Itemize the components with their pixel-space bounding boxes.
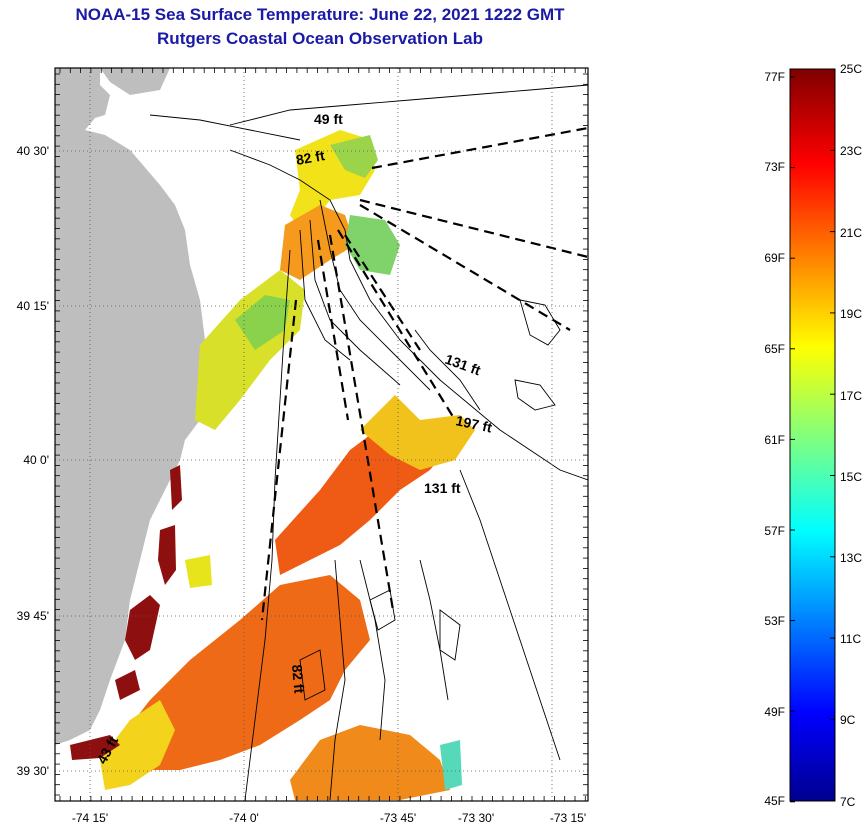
land-patch-north	[100, 68, 170, 95]
celsius-label: 19C	[840, 307, 862, 321]
sst-patch-small-yellow	[185, 555, 212, 588]
sst-patch-coastal-red-2	[158, 525, 176, 585]
lon-tick-label: -74 15'	[72, 811, 108, 825]
sst-patch-south-yellow	[100, 700, 175, 790]
lon-tick-label: -73 45'	[380, 811, 416, 825]
depth-label-82ft-north: 82 ft	[295, 147, 326, 168]
sst-patch-east-green	[345, 215, 400, 275]
lon-tick-label: -74 0'	[229, 811, 259, 825]
fahrenheit-label: 45F	[764, 794, 785, 808]
fahrenheit-label: 53F	[764, 614, 785, 628]
lon-tick-label: -73 15'	[550, 811, 586, 825]
lon-tick-label: -73 30'	[458, 811, 494, 825]
celsius-label: 21C	[840, 226, 862, 240]
fahrenheit-label: 69F	[764, 251, 785, 265]
sst-patch-south-orange	[115, 575, 370, 770]
sst-patch-southwest-red	[70, 735, 120, 760]
depth-label-131ft-south: 131 ft	[424, 480, 461, 496]
celsius-label: 11C	[840, 632, 861, 646]
sst-patch-coastal-red-4	[115, 670, 140, 700]
colorbar	[789, 68, 836, 802]
sst-patch-south-cyan	[440, 740, 462, 790]
celsius-label: 13C	[840, 551, 862, 565]
depth-label-49ft: 49 ft	[314, 111, 343, 127]
sst-patch-coastal-green	[235, 295, 290, 350]
sst-patch-coastal-red-3	[170, 465, 182, 510]
fahrenheit-label: 61F	[764, 433, 785, 447]
colorbar-celsius-labels: 25C 23C 21C 19C 17C 15C 13C 11C 9C 7C	[840, 62, 862, 809]
lat-tick-label: 39 45'	[17, 609, 49, 623]
land-mass	[55, 68, 210, 745]
lat-tick-label: 39 30'	[17, 764, 49, 778]
fahrenheit-label: 57F	[764, 524, 785, 538]
celsius-label: 9C	[840, 713, 856, 727]
survey-lines	[260, 126, 589, 621]
fahrenheit-label: 65F	[764, 342, 785, 356]
sst-patch-south-bottom	[290, 725, 450, 800]
depth-label-197ft: 197 ft	[454, 412, 493, 435]
colorbar-ticks	[790, 68, 835, 803]
fahrenheit-label: 77F	[764, 70, 785, 84]
sst-patch-north-green	[330, 135, 378, 178]
lat-tick-label: 40 0'	[23, 453, 49, 467]
celsius-label: 7C	[840, 795, 856, 809]
celsius-label: 17C	[840, 389, 862, 403]
depth-label-82ft-south: 82 ft	[289, 664, 307, 694]
lat-tick-label: 40 15'	[17, 299, 49, 313]
frame-ticks	[55, 68, 588, 801]
lat-tick-label: 40 30'	[17, 144, 49, 158]
colorbar-fahrenheit-labels: 77F 73F 69F 65F 61F 57F 53F 49F 45F	[764, 70, 785, 808]
map-grid	[55, 68, 588, 801]
map-subtitle: Rutgers Coastal Ocean Observation Lab	[157, 29, 483, 48]
sst-patch-central-yellow	[360, 395, 475, 470]
fahrenheit-label: 49F	[764, 705, 785, 719]
celsius-label: 15C	[840, 470, 862, 484]
celsius-label: 25C	[840, 62, 862, 76]
map-title: NOAA-15 Sea Surface Temperature: June 22…	[75, 5, 565, 24]
bathymetry-contours	[149, 84, 588, 801]
sst-patch-coastal-red-1	[125, 595, 160, 660]
fahrenheit-label: 73F	[764, 160, 785, 174]
celsius-label: 23C	[840, 144, 862, 158]
